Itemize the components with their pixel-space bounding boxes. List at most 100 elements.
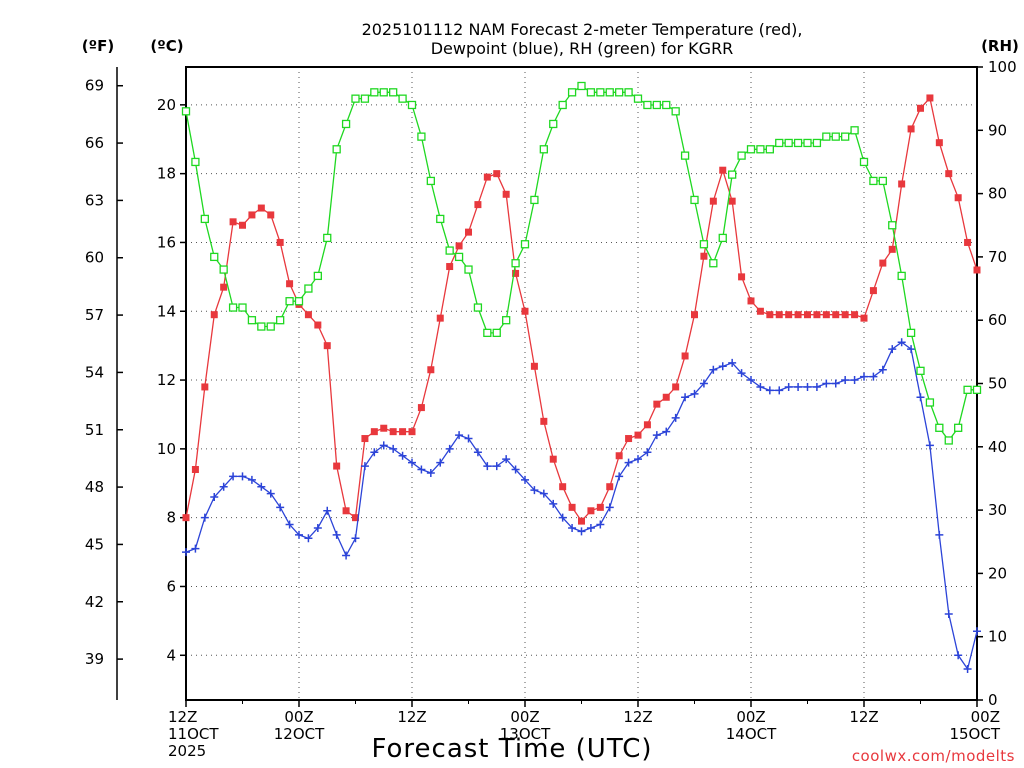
rh-point bbox=[304, 284, 313, 293]
dewpoint-point bbox=[276, 503, 285, 512]
temperature-point bbox=[813, 311, 821, 319]
rh-point bbox=[850, 126, 859, 135]
rh-point bbox=[313, 271, 322, 281]
temperature-point bbox=[691, 311, 698, 319]
temperature-point bbox=[455, 242, 463, 250]
dewpoint-point bbox=[313, 523, 322, 532]
dewpoint-point bbox=[671, 413, 680, 422]
dewpoint-point bbox=[850, 376, 859, 385]
dewpoint-point bbox=[643, 448, 652, 457]
temperature-point bbox=[323, 342, 331, 350]
temperature-point bbox=[643, 421, 651, 429]
x-tick-label: 12Z bbox=[397, 708, 426, 726]
dewpoint-point bbox=[483, 462, 492, 471]
rh-point bbox=[407, 100, 417, 110]
rh-tick-label: 80 bbox=[988, 185, 1007, 203]
rh-point bbox=[539, 145, 548, 154]
dewpoint-point bbox=[473, 448, 482, 457]
dewpoint-point bbox=[426, 468, 435, 477]
rh-point bbox=[963, 385, 972, 394]
rh-point bbox=[577, 81, 586, 91]
rh-point bbox=[765, 145, 774, 154]
rh-point bbox=[502, 316, 511, 325]
temperature-point bbox=[888, 245, 896, 253]
celsius-tick-label: 8 bbox=[166, 509, 176, 527]
temperature-point bbox=[559, 483, 567, 491]
dewpoint-point bbox=[709, 365, 718, 374]
temperature-point bbox=[257, 204, 265, 212]
fahrenheit-tick-label: 42 bbox=[85, 593, 104, 611]
temperature-series bbox=[182, 94, 981, 525]
rh-point bbox=[276, 316, 285, 325]
rh-point bbox=[351, 94, 360, 103]
rh-point bbox=[210, 252, 219, 262]
temperature-point bbox=[596, 503, 604, 511]
dewpoint-point bbox=[436, 458, 445, 467]
celsius-tick-label: 6 bbox=[166, 577, 176, 595]
temperature-point bbox=[926, 94, 934, 102]
temperature-point bbox=[719, 166, 727, 174]
dewpoint-point bbox=[812, 382, 821, 391]
dewpoint-point bbox=[332, 530, 341, 539]
dewpoint-point bbox=[935, 530, 944, 539]
rh-tick-label: 0 bbox=[988, 691, 998, 709]
x-tick-label: 00Z bbox=[971, 708, 1000, 726]
dewpoint-point bbox=[229, 472, 238, 481]
rh-tick-label: 30 bbox=[988, 501, 1007, 519]
x-axis-title: Forecast Time (UTC) bbox=[371, 734, 652, 764]
celsius-tick-label: 4 bbox=[166, 646, 176, 664]
dewpoint-point bbox=[897, 338, 906, 347]
dewpoint-point bbox=[634, 455, 642, 464]
rh-point bbox=[445, 246, 454, 255]
rh-point bbox=[615, 88, 624, 97]
rh-point bbox=[916, 366, 925, 375]
rh-point bbox=[294, 297, 304, 306]
data-series bbox=[181, 81, 982, 674]
temperature-point bbox=[483, 173, 491, 181]
dewpoint-point bbox=[539, 489, 548, 498]
temperature-point bbox=[446, 263, 454, 271]
rh-point bbox=[944, 436, 953, 445]
dewpoint-point bbox=[954, 651, 963, 660]
rh-point bbox=[389, 88, 398, 97]
dewpoint-point bbox=[973, 627, 981, 636]
dewpoint-point bbox=[916, 393, 925, 402]
dewpoint-point bbox=[963, 665, 972, 674]
rh-point bbox=[323, 233, 332, 243]
temperature-point bbox=[182, 514, 190, 522]
dewpoint-point bbox=[615, 472, 624, 481]
rh-point bbox=[379, 88, 388, 97]
celsius-tick-label: 16 bbox=[157, 233, 176, 251]
rh-point bbox=[332, 145, 341, 154]
dewpoint-point bbox=[502, 455, 511, 464]
temperature-point bbox=[794, 311, 802, 319]
temperature-point bbox=[625, 435, 633, 443]
temperature-point bbox=[945, 170, 953, 178]
rh-point bbox=[473, 303, 483, 312]
rh-point bbox=[483, 328, 492, 338]
rh-point bbox=[219, 265, 228, 274]
dewpoint-point bbox=[530, 486, 539, 495]
rh-tick-label: 90 bbox=[988, 121, 1007, 139]
temperature-point bbox=[907, 125, 915, 133]
rh-point bbox=[728, 170, 737, 179]
rh-point bbox=[567, 88, 577, 97]
celsius-tick-label: 14 bbox=[157, 302, 176, 320]
rh-point bbox=[784, 138, 793, 148]
x-tick-label: 12OCT bbox=[274, 725, 325, 743]
temperature-point bbox=[587, 507, 595, 515]
rh-point bbox=[596, 88, 605, 97]
temperature-point bbox=[521, 307, 529, 315]
temperature-point bbox=[389, 428, 397, 436]
temperature-point bbox=[210, 311, 218, 319]
dewpoint-point bbox=[238, 472, 247, 481]
temperature-point bbox=[540, 417, 548, 425]
dewpoint-point bbox=[398, 451, 407, 460]
dewpoint-point bbox=[775, 386, 784, 395]
rh-tick-label: 40 bbox=[988, 438, 1007, 456]
dewpoint-point bbox=[586, 523, 595, 532]
fahrenheit-tick-label: 63 bbox=[85, 191, 104, 209]
rh-point bbox=[238, 303, 247, 312]
x-tick-label: 12Z bbox=[623, 708, 652, 726]
celsius-unit-label: (ºC) bbox=[150, 37, 183, 55]
